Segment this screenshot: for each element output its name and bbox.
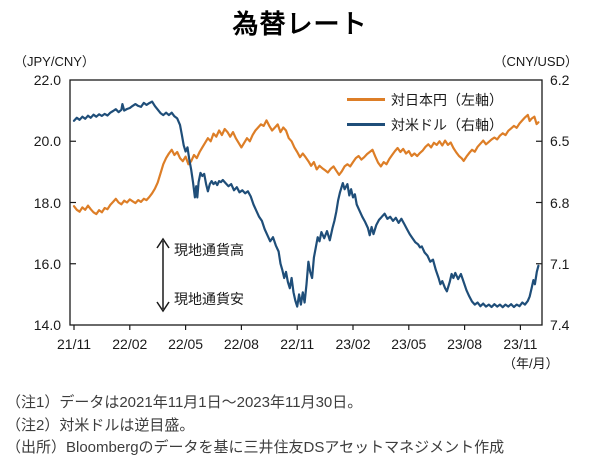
x-axis-tick-label: 22/11 xyxy=(280,336,315,352)
left-axis-tick-label: 14.0 xyxy=(33,317,61,333)
x-axis-tick-label: 22/02 xyxy=(112,336,148,352)
annotation-arrow-down-icon xyxy=(156,301,170,313)
x-axis-tick-label: 22/05 xyxy=(168,336,204,352)
x-axis-tick-label: 23/11 xyxy=(503,336,538,352)
right-axis-tick-label: 6.5 xyxy=(550,133,570,150)
plot-canvas xyxy=(69,79,543,330)
footnote-1: （注1）データは2021年11月1日～2023年11月30日。 xyxy=(6,394,363,411)
series-line-0 xyxy=(72,113,540,216)
chart-legend: 対日本円（左軸） 対米ドル（右軸） xyxy=(347,87,503,137)
left-axis-tick-label: 16.0 xyxy=(33,255,61,272)
x-axis-tick-label: 22/08 xyxy=(223,336,259,352)
right-axis-tick-label: 7.1 xyxy=(550,255,570,272)
footnotes: （注1）データは2021年11月1日～2023年11月30日。 （注2）対米ドル… xyxy=(6,392,504,460)
right-axis-tick-label: 6.2 xyxy=(550,72,570,88)
x-axis-tick-label: 23/08 xyxy=(447,336,483,352)
left-axis-tick-label: 22.0 xyxy=(33,72,61,88)
annotation-arrow-up-icon xyxy=(156,237,170,249)
x-axis-tick-label: 23/02 xyxy=(335,336,371,352)
x-axis-unit-label: （年/月） xyxy=(503,356,559,371)
left-axis-tick-label: 20.0 xyxy=(33,133,61,150)
left-axis-unit-label: （JPY/CNY） xyxy=(14,54,95,69)
right-axis-tick-label: 6.8 xyxy=(550,194,570,211)
right-axis-tick-label: 7.4 xyxy=(550,317,570,333)
footnote-3: （出所）Bloombergのデータを基に三井住友DSアセットマネジメント作成 xyxy=(6,439,505,456)
annotation-currency-strong: 現地通貨高 xyxy=(174,242,244,258)
jpy-series-swatch-icon xyxy=(347,98,385,101)
series-line-1 xyxy=(72,100,540,309)
usd-series-swatch-icon xyxy=(347,123,385,126)
legend-item-usd: 対米ドル（右軸） xyxy=(347,112,503,137)
left-axis-tick-label: 18.0 xyxy=(33,194,61,211)
x-axis-tick-label: 21/11 xyxy=(57,336,91,352)
legend-label-usd: 対米ドル（右軸） xyxy=(391,116,503,133)
page-title: 為替レート xyxy=(232,9,368,39)
legend-label-jpy: 対日本円（左軸） xyxy=(391,91,503,108)
right-axis-unit-label: （CNY/USD） xyxy=(493,54,578,69)
footnote-2: （注2）対米ドルは逆目盛。 xyxy=(6,416,195,434)
x-axis-tick-label: 23/05 xyxy=(391,336,427,352)
legend-item-jpy: 対日本円（左軸） xyxy=(347,87,503,112)
annotation-currency-weak: 現地通貨安 xyxy=(174,291,244,307)
